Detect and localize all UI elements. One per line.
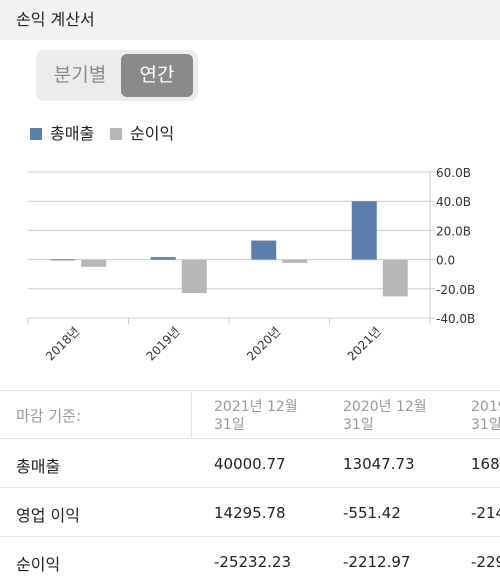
income-table: 마감 기준: 2021년 12월 31일 2020년 12월 31일 2019년… <box>0 390 500 579</box>
bar-revenue <box>150 257 176 260</box>
column-header-2020: 2020년 12월 31일 <box>343 399 427 433</box>
page-header: 손익 계산서 <box>0 0 500 40</box>
cell-value: 1683 <box>471 455 500 473</box>
x-tick-label: 2021년 <box>345 324 384 363</box>
cell-value: 14295.78 <box>214 504 286 522</box>
y-tick-label: -40.0B <box>436 312 475 326</box>
y-tick-label: 0.0 <box>436 254 455 268</box>
column-header-2019: 2019년 12월 31일 <box>471 399 500 433</box>
bar-revenue <box>351 201 377 260</box>
bar-net-income <box>282 259 308 263</box>
cell-value: -229 <box>471 553 500 571</box>
x-tick-label: 2020년 <box>244 324 283 363</box>
annual-tab[interactable]: 연간 <box>121 54 193 97</box>
bar-revenue <box>251 240 277 260</box>
x-tick-label: 2019년 <box>144 324 183 363</box>
legend-label-revenue: 총매출 <box>50 124 95 143</box>
cell-value: -25232.23 <box>214 553 291 571</box>
y-tick-label: 60.0B <box>436 166 471 180</box>
table-row: 영업 이익 14295.78 -551.42 -214 <box>0 487 500 536</box>
page-title: 손익 계산서 <box>16 10 95 29</box>
legend-swatch-net-income <box>110 128 122 140</box>
y-tick-label: 40.0B <box>436 195 471 209</box>
row-label-revenue: 총매출 <box>16 457 61 476</box>
cell-value: -551.42 <box>343 504 401 522</box>
column-divider <box>191 391 192 439</box>
cell-value: -2212.97 <box>343 553 411 571</box>
row-label-operating-income: 영업 이익 <box>16 506 80 525</box>
table-row: 총매출 40000.77 13047.73 1683 <box>0 438 500 487</box>
bar-net-income <box>81 259 107 267</box>
table-header-label: 마감 기준: <box>16 407 82 425</box>
cell-value: 13047.73 <box>343 455 415 473</box>
table-row: 순이익 -25232.23 -2212.97 -229 <box>0 536 500 579</box>
column-header-2021: 2021년 12월 31일 <box>214 399 298 433</box>
y-tick-label: -20.0B <box>436 283 475 297</box>
legend-label-net-income: 순이익 <box>130 124 175 143</box>
legend-swatch-revenue <box>30 128 42 140</box>
x-tick-label: 2018년 <box>43 324 82 363</box>
bar-chart: 60.0B 40.0B 20.0B 0.0 -20.0B -40.0B 2018년 2019년… <box>27 166 475 364</box>
cell-value: 40000.77 <box>214 455 286 473</box>
bar-net-income <box>382 259 408 297</box>
row-label-net-income: 순이익 <box>16 555 61 574</box>
bar-revenue <box>50 259 76 261</box>
bar-net-income <box>181 259 207 294</box>
y-tick-label: 20.0B <box>436 224 471 238</box>
quarterly-tab[interactable]: 분기별 <box>53 64 107 86</box>
cell-value: -214 <box>471 504 500 522</box>
period-toggle: 분기별 연간 <box>36 50 198 101</box>
table-header-row: 마감 기준: 2021년 12월 31일 2020년 12월 31일 2019년… <box>0 390 500 439</box>
